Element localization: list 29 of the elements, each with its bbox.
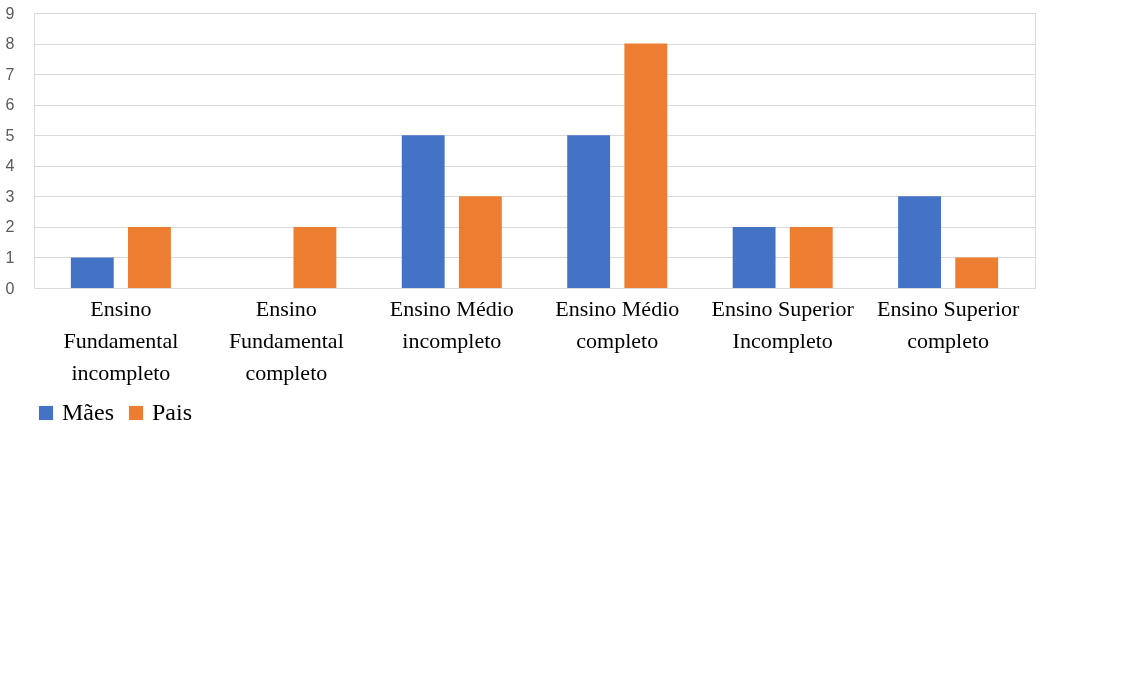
bar	[128, 226, 171, 288]
y-tick-label: 2	[5, 218, 15, 236]
x-tick-label: Ensino Fundamental incompleto	[63, 295, 179, 385]
x-tick-label: Ensino Médio incompleto	[389, 295, 514, 353]
y-tick-label: 9	[5, 4, 15, 22]
bar	[624, 43, 668, 288]
bar	[955, 257, 999, 288]
x-tick-label: Ensino Superior completo	[876, 295, 1020, 353]
y-tick-label: 7	[5, 65, 15, 83]
y-tick-label: 0	[5, 279, 15, 297]
legend-label: Mães	[62, 399, 114, 425]
y-tick-label: 4	[5, 157, 15, 175]
legend-label: Pais	[152, 399, 193, 425]
bar	[458, 196, 502, 288]
bar	[70, 257, 114, 288]
y-tick-label: 6	[5, 96, 15, 114]
x-tick-label: Ensino Fundamental completo	[228, 295, 344, 385]
y-tick-label: 5	[5, 126, 15, 144]
bar	[293, 226, 337, 288]
y-tick-label: 1	[5, 248, 15, 266]
x-tick-label: Ensino Médio completo	[555, 295, 680, 353]
y-tick-label: 3	[5, 187, 15, 205]
bar	[898, 196, 941, 288]
bar	[567, 135, 611, 288]
bar	[401, 135, 445, 288]
y-tick-label: 8	[5, 35, 15, 53]
bar	[732, 226, 776, 288]
bar	[789, 226, 833, 288]
x-tick-label: Ensino Superior Incompleto	[711, 295, 855, 353]
